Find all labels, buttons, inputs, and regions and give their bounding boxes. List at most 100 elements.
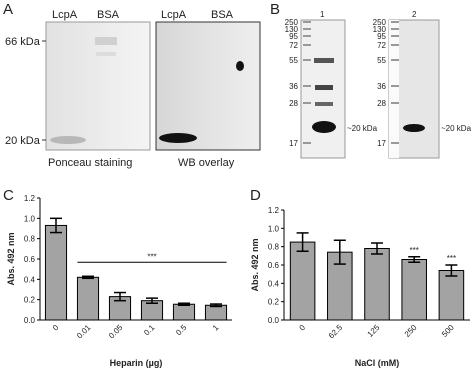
marker-label: 17 bbox=[377, 139, 386, 148]
lane-label: LcpA bbox=[161, 9, 187, 21]
band bbox=[314, 58, 334, 63]
ladder-band bbox=[391, 35, 399, 37]
panel-label: C bbox=[3, 187, 14, 204]
panel-label: D bbox=[250, 187, 261, 204]
x-tick-label: 0.1 bbox=[142, 323, 157, 338]
marker-label: 250 bbox=[373, 18, 387, 27]
marker-label: 28 bbox=[289, 99, 298, 108]
bar bbox=[172, 303, 196, 321]
marker-label: 55 bbox=[377, 56, 386, 65]
band bbox=[315, 102, 333, 106]
marker-label: 130 bbox=[285, 25, 299, 34]
x-tick-label: 0 bbox=[298, 323, 308, 333]
y-tick-label: 0.8 bbox=[268, 243, 280, 252]
y-tick-label: 0.2 bbox=[268, 298, 280, 307]
y-tick-label: 0.4 bbox=[24, 275, 36, 284]
marker-label: 17 bbox=[289, 139, 298, 148]
y-tick-label: 0.4 bbox=[268, 279, 280, 288]
x-tick-label: 0 bbox=[51, 323, 61, 333]
marker-label: 36 bbox=[377, 82, 386, 91]
ladder-band bbox=[303, 21, 311, 23]
marker-label: 250 bbox=[285, 18, 299, 27]
ladder-band bbox=[303, 35, 311, 37]
lane-label: BSA bbox=[211, 9, 234, 21]
lane-label: 2 bbox=[412, 10, 417, 19]
y-tick-label: 0.0 bbox=[24, 316, 36, 325]
blot bbox=[155, 21, 261, 151]
ladder-band bbox=[303, 59, 311, 61]
y-tick-label: 0.0 bbox=[268, 316, 280, 325]
marker-label: 95 bbox=[289, 32, 298, 41]
marker-label: 95 bbox=[377, 32, 386, 41]
lane-label: LcpA bbox=[52, 9, 78, 21]
marker-label: 66 kDa bbox=[5, 36, 41, 48]
band-label: ~20 kDa bbox=[347, 124, 378, 133]
y-tick-label: 0.6 bbox=[24, 255, 36, 264]
x-tick-label: 0.01 bbox=[75, 323, 93, 341]
marker-label: 55 bbox=[289, 56, 298, 65]
caption: Ponceau staining bbox=[48, 157, 132, 169]
x-tick-label: 500 bbox=[440, 323, 456, 339]
ladder-band bbox=[391, 44, 399, 46]
band bbox=[159, 133, 197, 143]
band bbox=[50, 136, 86, 144]
panel-label: B bbox=[270, 1, 280, 18]
bar bbox=[44, 224, 68, 321]
ladder-band bbox=[391, 142, 399, 144]
x-tick-label: 62.5 bbox=[327, 323, 345, 341]
y-axis-label: Abs. 492 nm bbox=[6, 232, 16, 285]
ladder-band bbox=[391, 102, 399, 104]
ladder-band bbox=[303, 142, 311, 144]
y-tick-label: 0.8 bbox=[24, 235, 36, 244]
ladder-band bbox=[303, 85, 311, 87]
lane-label: 1 bbox=[320, 10, 325, 19]
ladder-band bbox=[303, 102, 311, 104]
ladder-band bbox=[303, 28, 311, 30]
ladder-band bbox=[391, 28, 399, 30]
x-axis-label: Heparin (µg) bbox=[110, 358, 163, 368]
band-label: ~20 kDa bbox=[441, 124, 472, 133]
y-tick-label: 1.2 bbox=[24, 194, 36, 203]
marker-label: 72 bbox=[377, 41, 386, 50]
bar bbox=[401, 259, 427, 321]
y-axis-label: Abs. 492 nm bbox=[250, 238, 260, 291]
marker-label: 28 bbox=[377, 99, 386, 108]
bar bbox=[76, 276, 100, 321]
bar bbox=[364, 248, 390, 321]
x-axis-label: NaCl (mM) bbox=[355, 358, 400, 368]
blot-strip-edge bbox=[389, 20, 399, 158]
x-tick-label: 125 bbox=[366, 323, 382, 339]
marker-label: 130 bbox=[373, 25, 387, 34]
ladder-band bbox=[391, 21, 399, 23]
x-tick-label: 0.05 bbox=[107, 323, 125, 341]
ladder-band bbox=[303, 44, 311, 46]
caption: WB overlay bbox=[178, 157, 235, 169]
bar bbox=[289, 241, 316, 321]
y-tick-label: 1.0 bbox=[24, 214, 36, 223]
x-tick-label: 0.5 bbox=[174, 323, 189, 338]
x-tick-label: 250 bbox=[403, 323, 419, 339]
bar bbox=[438, 270, 465, 321]
marker-label: 20 kDa bbox=[5, 135, 41, 147]
band bbox=[315, 85, 333, 90]
y-tick-label: 0.2 bbox=[24, 296, 36, 305]
x-tick-label: 1 bbox=[211, 323, 221, 333]
ladder-band bbox=[391, 59, 399, 61]
band bbox=[95, 37, 117, 45]
y-tick-label: 1.2 bbox=[268, 206, 280, 215]
y-tick-label: 0.6 bbox=[268, 261, 280, 270]
y-tick-label: 1.0 bbox=[268, 224, 280, 233]
significance: *** bbox=[410, 246, 419, 255]
lane-label: BSA bbox=[97, 9, 120, 21]
panel-label: A bbox=[3, 1, 13, 18]
marker-label: 36 bbox=[289, 82, 298, 91]
band bbox=[312, 121, 336, 133]
ladder-band bbox=[391, 85, 399, 87]
spot bbox=[236, 61, 244, 71]
significance: *** bbox=[147, 252, 156, 261]
marker-label: 72 bbox=[289, 41, 298, 50]
band bbox=[96, 52, 116, 56]
bar bbox=[204, 304, 228, 321]
band bbox=[403, 124, 425, 132]
